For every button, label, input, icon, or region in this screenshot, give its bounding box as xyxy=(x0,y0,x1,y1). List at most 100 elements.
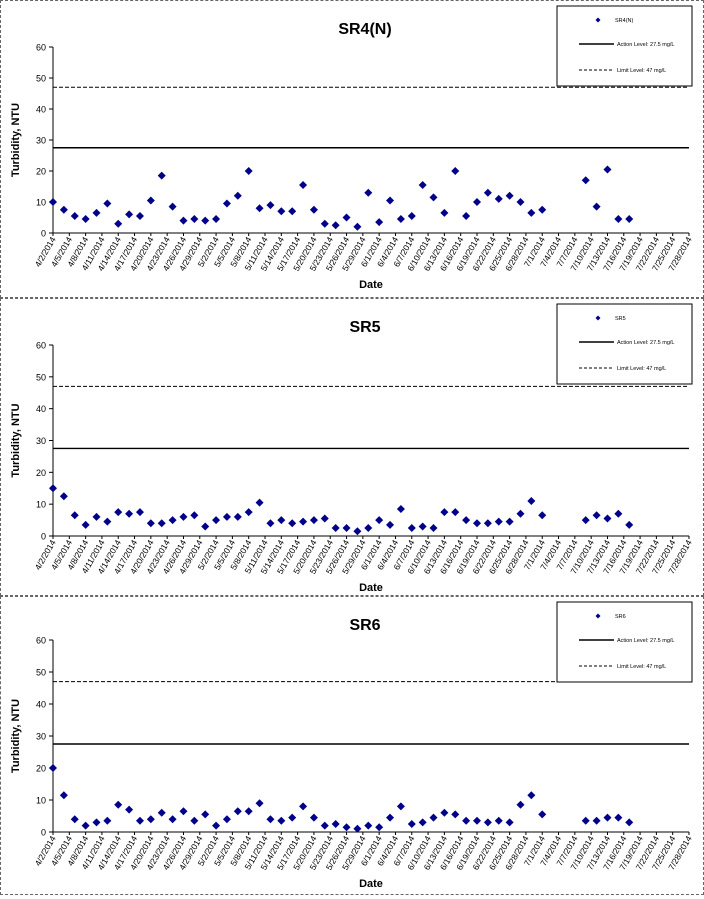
data-point xyxy=(266,519,275,528)
y-tick-label: 10 xyxy=(36,198,46,208)
y-axis-label: Turbidity, NTU xyxy=(10,699,22,773)
data-point xyxy=(494,816,503,825)
data-point xyxy=(386,196,395,205)
data-point xyxy=(505,517,514,526)
data-point xyxy=(331,820,340,828)
data-point xyxy=(168,815,177,824)
data-point xyxy=(516,198,525,206)
y-tick-label: 50 xyxy=(36,372,46,382)
y-tick-label: 30 xyxy=(36,732,46,742)
data-point xyxy=(462,816,471,825)
legend-label-limit: Limit Level: 47 mg/L xyxy=(617,366,666,372)
data-point xyxy=(483,818,492,827)
data-point xyxy=(309,205,318,214)
data-point xyxy=(190,816,199,825)
data-point xyxy=(103,816,112,825)
y-tick-label: 0 xyxy=(41,828,46,838)
data-point xyxy=(146,815,155,824)
data-point xyxy=(625,215,634,224)
data-point xyxy=(266,815,275,824)
data-point xyxy=(299,802,308,811)
legend-marker-series xyxy=(595,315,601,321)
data-point xyxy=(179,216,188,225)
data-point xyxy=(244,807,253,816)
data-point xyxy=(255,799,264,808)
data-point xyxy=(581,176,590,185)
legend-label-series: SR5 xyxy=(615,316,626,322)
data-point xyxy=(92,208,101,217)
data-point xyxy=(440,208,449,217)
data-point xyxy=(233,512,242,521)
data-point xyxy=(168,202,177,211)
data-point xyxy=(103,517,112,526)
data-point xyxy=(342,823,351,832)
y-axis-label: Turbidity, NTU xyxy=(10,103,22,177)
data-point xyxy=(418,818,427,827)
data-point xyxy=(288,519,297,528)
data-point xyxy=(375,516,384,525)
data-point xyxy=(614,215,623,224)
chart-panel-sr5: SR5 0 10 20 30 40 50 60 Turbidity, NTU 4/2/2014 4/… xyxy=(0,298,704,596)
data-point xyxy=(309,516,318,525)
x-axis-label: Date xyxy=(359,279,383,291)
data-point xyxy=(407,211,416,220)
data-point xyxy=(49,764,57,772)
data-point xyxy=(114,219,123,228)
data-point xyxy=(364,821,373,830)
y-tick-label: 30 xyxy=(36,136,46,146)
data-point xyxy=(375,823,384,832)
x-axis-label: Date xyxy=(359,878,383,890)
legend-box xyxy=(556,5,693,87)
data-point xyxy=(288,813,297,822)
legend-label-series: SR4(N) xyxy=(615,18,634,24)
data-point xyxy=(375,218,384,227)
data-point xyxy=(592,511,601,520)
y-tick-label: 50 xyxy=(36,668,46,678)
data-point xyxy=(396,802,405,811)
data-point xyxy=(592,816,601,825)
data-point xyxy=(342,524,351,533)
data-point xyxy=(451,810,460,819)
data-point xyxy=(146,196,155,205)
y-axis-label: Turbidity, NTU xyxy=(10,403,22,477)
chart-panel-sr6: SR6 0 10 20 30 40 50 60 Turbidity, NTU 4/2/2014 4/… xyxy=(0,596,704,895)
data-point xyxy=(581,516,590,525)
data-point xyxy=(81,520,90,529)
y-tick-label: 40 xyxy=(36,105,46,115)
data-point xyxy=(538,511,547,520)
data-point xyxy=(494,194,503,203)
data-point xyxy=(135,816,144,825)
data-point xyxy=(168,516,177,525)
data-point xyxy=(135,508,144,517)
data-point xyxy=(527,208,536,217)
data-point xyxy=(483,519,492,528)
data-point xyxy=(103,199,112,208)
y-tick-label: 20 xyxy=(36,167,46,177)
legend-marker-series xyxy=(595,17,601,23)
data-point xyxy=(516,509,525,518)
data-point xyxy=(49,484,57,493)
data-point xyxy=(440,508,449,517)
legend-label-action: Action Level: 27.5 mg/L xyxy=(617,42,674,48)
data-point xyxy=(179,807,188,816)
legend: SR5 Action Level: 27.5 mg/L Limit Level: 4… xyxy=(556,303,693,385)
legend-box xyxy=(556,303,693,385)
legend: SR4(N) Action Level: 27.5 mg/L Limit Level… xyxy=(556,5,693,87)
data-point xyxy=(299,180,308,189)
data-point xyxy=(429,524,438,533)
data-point xyxy=(309,813,318,822)
data-point xyxy=(70,815,79,824)
data-point xyxy=(451,167,460,175)
chart-title: SR4(N) xyxy=(338,21,391,38)
data-point xyxy=(538,810,547,819)
x-axis-label: Date xyxy=(359,582,383,594)
data-point xyxy=(614,509,623,518)
data-point xyxy=(516,800,525,809)
data-point xyxy=(342,213,351,222)
data-point xyxy=(527,791,536,800)
data-point xyxy=(222,199,231,208)
legend-label-limit: Limit Level: 47 mg/L xyxy=(617,664,666,670)
y-tick-label: 10 xyxy=(36,796,46,806)
data-point xyxy=(146,519,155,528)
data-point xyxy=(92,512,101,521)
